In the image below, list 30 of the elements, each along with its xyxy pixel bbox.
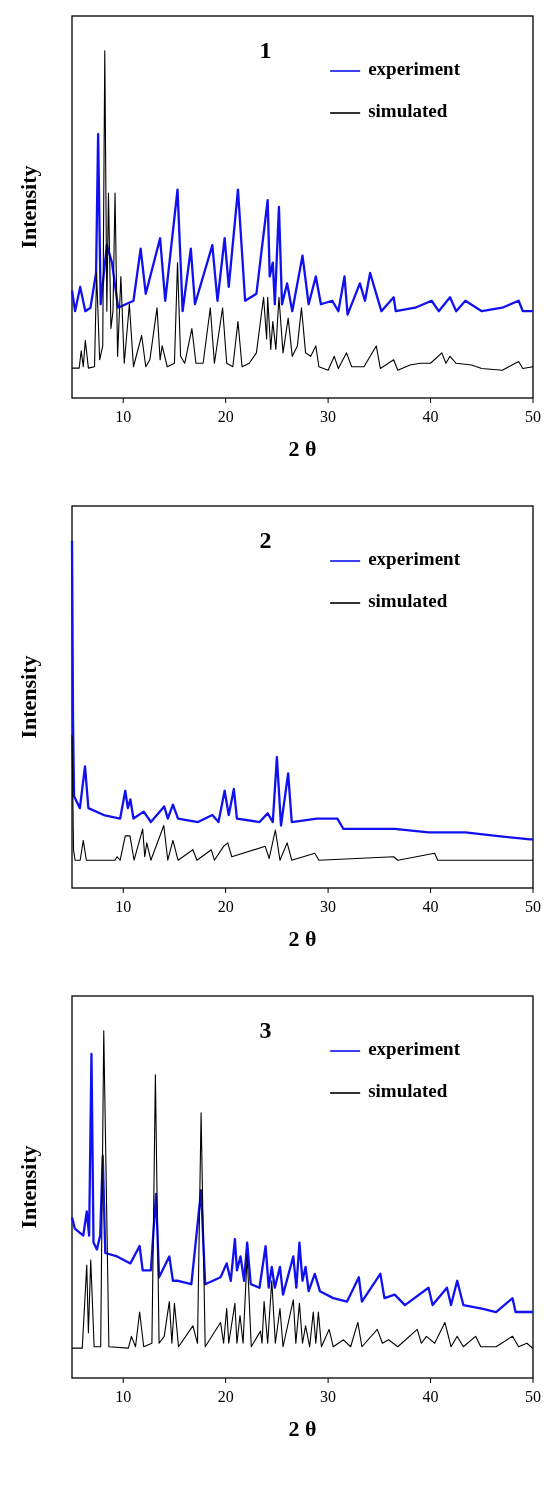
x-tick-label: 20 (217, 408, 234, 425)
x-tick-label: 20 (217, 898, 234, 915)
x-tick-label: 20 (217, 1388, 234, 1405)
y-axis-title: Intensity (16, 1145, 41, 1229)
x-tick-label: 40 (422, 898, 439, 915)
legend-label: simulated (368, 1080, 448, 1102)
x-axis-title: 2 θ (288, 926, 317, 951)
x-tick-label: 10 (115, 1388, 132, 1405)
y-axis-title: Intensity (16, 165, 41, 249)
x-tick-label: 30 (320, 898, 337, 915)
x-axis-title: 2 θ (288, 436, 317, 461)
x-tick-label: 10 (115, 898, 132, 915)
x-tick-label: 40 (422, 408, 439, 425)
chart-title: 3 (259, 1017, 272, 1043)
legend-label: experiment (368, 1038, 461, 1060)
x-tick-label: 30 (320, 408, 337, 425)
legend-label: simulated (368, 100, 448, 122)
x-tick-label: 50 (525, 408, 541, 425)
x-tick-label: 30 (320, 1388, 337, 1405)
x-axis-title: 2 θ (288, 1416, 317, 1441)
x-tick-label: 10 (115, 408, 132, 425)
chart-title: 2 (259, 527, 272, 553)
x-tick-label: 40 (422, 1388, 439, 1405)
y-axis-title: Intensity (16, 655, 41, 739)
legend-label: experiment (368, 548, 461, 570)
legend-label: simulated (368, 590, 448, 612)
legend-label: experiment (368, 58, 461, 80)
x-tick-label: 50 (525, 898, 541, 915)
chart-title: 1 (259, 37, 272, 63)
x-tick-label: 50 (525, 1388, 541, 1405)
